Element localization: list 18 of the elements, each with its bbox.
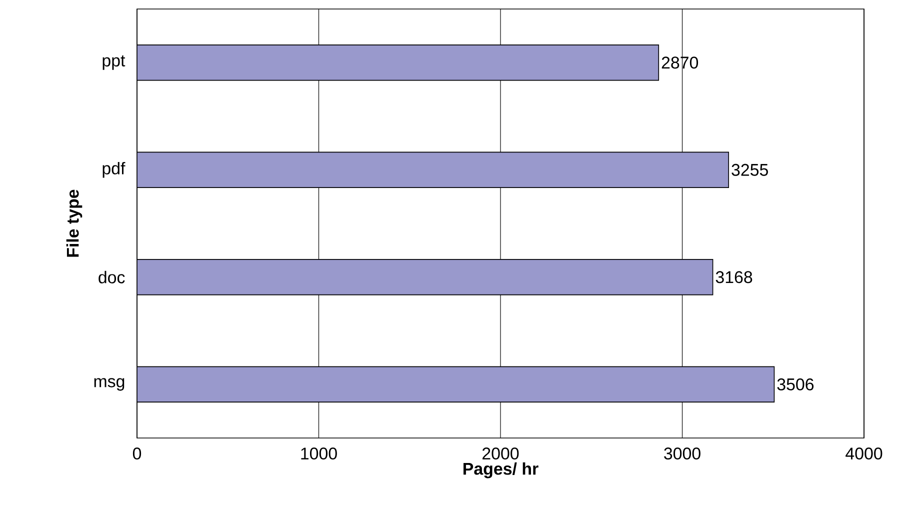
y-tick-label: msg	[94, 378, 124, 391]
y-tick-label: doc	[98, 270, 125, 284]
y-tick-label: ppt	[102, 55, 126, 70]
data-label: 3255	[732, 164, 768, 176]
bar	[137, 366, 775, 402]
x-tick-label: 4000	[846, 448, 882, 460]
y-tick-label: pdf	[102, 162, 126, 178]
bar	[137, 152, 729, 188]
x-tick-label: 3000	[664, 448, 700, 460]
x-tick-label: 0	[132, 448, 142, 460]
x-axis-title: Pages/ hr	[464, 462, 538, 478]
data-label: 3506	[777, 378, 814, 390]
bar	[137, 44, 660, 81]
x-tick-label: 1000	[301, 448, 337, 460]
bar	[137, 259, 714, 296]
data-label: 3168	[716, 271, 752, 284]
y-axis-title: File type	[66, 190, 82, 257]
x-tick-label: 2000	[482, 448, 519, 460]
